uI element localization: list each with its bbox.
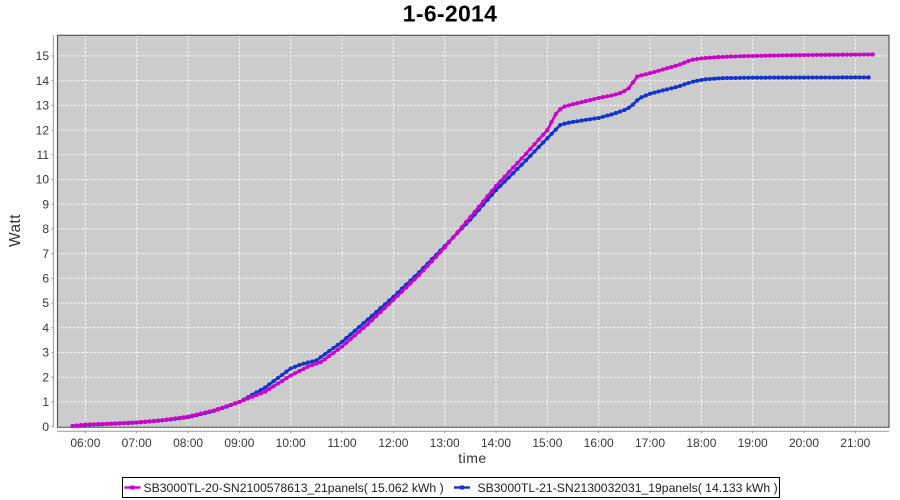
svg-text:4: 4	[42, 321, 49, 335]
svg-text:SB3000TL-20-SN2100578613_21pan: SB3000TL-20-SN2100578613_21panels( 15.06…	[144, 481, 444, 495]
svg-text:time: time	[458, 450, 486, 466]
svg-text:10:00: 10:00	[276, 436, 306, 450]
svg-text:8: 8	[42, 222, 49, 236]
svg-text:SB3000TL-21-SN2130032031_19pan: SB3000TL-21-SN2130032031_19panels( 14.13…	[478, 481, 778, 495]
svg-text:11:00: 11:00	[327, 436, 356, 450]
svg-text:18:00: 18:00	[686, 436, 716, 450]
svg-text:5: 5	[42, 296, 49, 310]
svg-text:2: 2	[42, 370, 49, 384]
svg-text:07:00: 07:00	[122, 436, 152, 450]
svg-text:0: 0	[42, 420, 49, 434]
svg-text:12: 12	[36, 123, 50, 137]
svg-text:19:00: 19:00	[738, 436, 768, 450]
svg-text:14:00: 14:00	[481, 436, 511, 450]
svg-text:14: 14	[36, 74, 50, 88]
svg-text:17:00: 17:00	[635, 436, 665, 450]
svg-text:10: 10	[36, 173, 50, 187]
svg-text:08:00: 08:00	[173, 436, 203, 450]
svg-text:11: 11	[37, 148, 50, 162]
svg-text:6: 6	[42, 272, 49, 286]
svg-text:13:00: 13:00	[430, 436, 460, 450]
svg-text:Watt: Watt	[7, 214, 24, 247]
svg-text:21:00: 21:00	[840, 436, 870, 450]
svg-text:12:00: 12:00	[378, 436, 408, 450]
svg-text:7: 7	[42, 247, 49, 261]
svg-text:15: 15	[36, 49, 50, 63]
svg-text:20:00: 20:00	[789, 436, 819, 450]
svg-text:16:00: 16:00	[584, 436, 614, 450]
svg-text:9: 9	[42, 197, 49, 211]
svg-text:06:00: 06:00	[70, 436, 100, 450]
svg-text:15:00: 15:00	[532, 436, 562, 450]
svg-text:13: 13	[36, 99, 50, 113]
svg-text:09:00: 09:00	[224, 436, 254, 450]
svg-text:1: 1	[42, 395, 49, 409]
svg-text:3: 3	[42, 346, 49, 360]
svg-text:1-6-2014: 1-6-2014	[403, 1, 497, 27]
